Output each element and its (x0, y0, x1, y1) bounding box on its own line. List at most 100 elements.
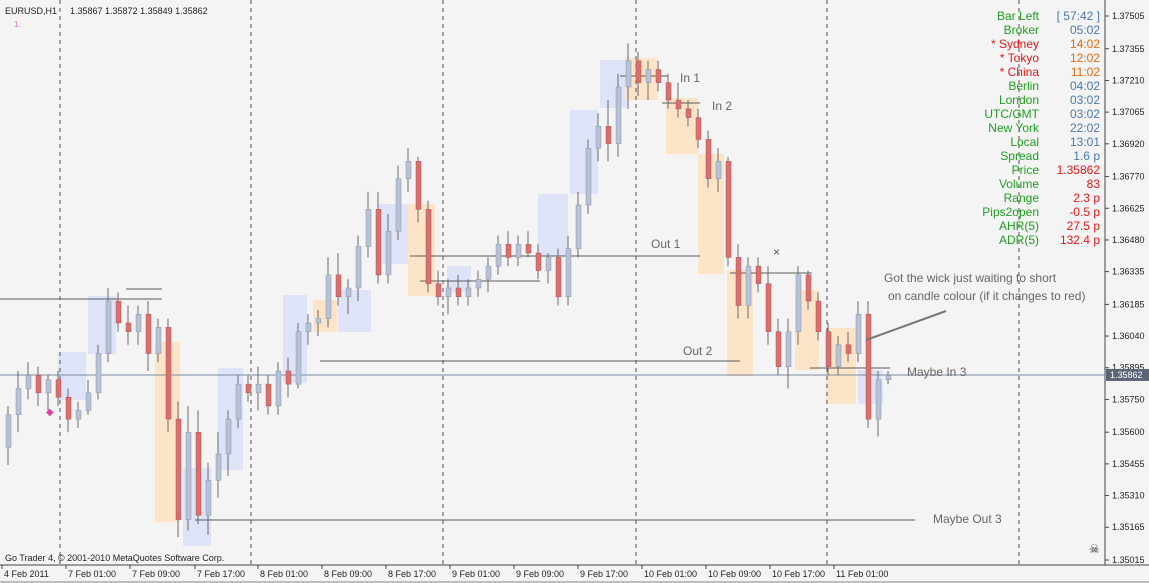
diamond-marker-icon: ◆ (46, 407, 54, 418)
candle-body (765, 283, 772, 332)
candle-body (95, 353, 102, 394)
candle-body (255, 383, 262, 394)
info-row: * China 11:02 (1000, 65, 1101, 79)
candle-body (155, 327, 162, 354)
time-tick-label: 7 Feb 17:00 (197, 569, 245, 579)
candle (115, 292, 122, 332)
current-price-tag (1106, 368, 1149, 381)
info-value: 03:02 (1070, 107, 1100, 121)
candle-body (215, 453, 222, 481)
candle (285, 357, 292, 398)
info-label: Local (1010, 135, 1039, 149)
info-row: Berlin 04:02 (1008, 79, 1100, 93)
comment-line-2: on candle colour (if it changes to red) (888, 289, 1085, 303)
candle (425, 200, 432, 293)
time-axis: 4 Feb 2011 7 Feb 01:00 7 Feb 09:00 7 Feb 17… (1, 565, 888, 579)
candle (105, 288, 112, 363)
candle (795, 266, 802, 345)
info-row: * Tokyo 12:02 (1000, 51, 1100, 65)
info-value: [ 57:42 ] (1057, 9, 1100, 23)
price-tick-label: 1.37210 (1112, 75, 1145, 85)
candle (705, 130, 712, 188)
price-tick-label: 1.35895 (1112, 363, 1145, 373)
candle-body (85, 392, 92, 411)
candle-body (465, 287, 472, 297)
candle (885, 371, 892, 385)
candle-body (615, 86, 622, 145)
info-value: 27.5 p (1067, 219, 1101, 233)
candle (445, 279, 452, 315)
candle-body (355, 246, 362, 289)
info-value: 05:02 (1070, 23, 1100, 37)
info-panel: Bar Left [ 57:42 ] Broker 05:02 * Sydney 14:0… (982, 9, 1100, 247)
info-row: ADR(5) 132.4 p (999, 233, 1100, 247)
session-box (313, 300, 337, 332)
info-value: 04:02 (1070, 79, 1100, 93)
candle-body (815, 300, 822, 332)
info-value: 2.3 p (1073, 191, 1100, 205)
session-box (570, 110, 598, 194)
candle-body (105, 300, 112, 354)
info-value: 12:02 (1070, 51, 1100, 65)
indicator-tag: 1. (14, 20, 21, 29)
info-value: 11:02 (1071, 65, 1100, 79)
time-tick-label: 11 Feb 01:00 (836, 569, 888, 579)
price-tick-label: 1.36920 (1112, 139, 1145, 149)
price-tick-label: 1.35455 (1112, 459, 1145, 469)
candle-body (55, 379, 62, 398)
candle (55, 371, 62, 406)
candle (205, 462, 212, 535)
info-label: Spread (1000, 149, 1039, 163)
candle-body (635, 60, 642, 83)
candle (715, 148, 722, 192)
candle (405, 148, 412, 192)
session-box (338, 290, 371, 332)
info-row: * Sydney 14:02 (991, 37, 1100, 51)
info-label: Bar Left (997, 9, 1040, 23)
price-axis: 1.37505 1.37355 1.37210 1.37065 1.36920 1.367… (1105, 11, 1149, 565)
candle-body (225, 418, 232, 455)
candles (5, 43, 892, 538)
label-maybe-in-3: Maybe In 3 (907, 365, 967, 379)
candle (275, 362, 282, 415)
candle (595, 113, 602, 162)
candle (785, 318, 792, 389)
candle-body (695, 117, 702, 140)
cross-marker-icon: × (773, 245, 780, 259)
candle-body (395, 178, 402, 232)
candle (225, 410, 232, 476)
candle-body (175, 418, 182, 520)
candle-body (35, 375, 42, 394)
info-label: Pips2open (982, 205, 1039, 219)
time-tick-label: 10 Feb 17:00 (772, 569, 825, 579)
candle-body (875, 379, 882, 420)
candle (45, 375, 52, 411)
price-tick-label: 1.36770 (1112, 172, 1145, 182)
candle (195, 410, 202, 524)
candle (565, 235, 572, 306)
candle (835, 336, 842, 376)
candle (775, 318, 782, 376)
candle (585, 139, 592, 214)
candle-body (285, 370, 292, 385)
candle-body (425, 209, 432, 284)
candle-body (5, 414, 12, 448)
info-label: ADR(5) (999, 233, 1039, 247)
candle-body (325, 274, 332, 319)
candle (865, 301, 872, 428)
candle (495, 235, 502, 275)
time-tick-label: 7 Feb 09:00 (132, 569, 180, 579)
candle-body (365, 209, 372, 247)
candle-body (755, 265, 762, 284)
candle (735, 244, 742, 319)
info-label: Price (1012, 163, 1040, 177)
candle-body (675, 99, 682, 110)
info-row: Price 1.35862 (1012, 163, 1101, 177)
candle-body (245, 383, 252, 394)
candle (675, 82, 682, 118)
candle (725, 156, 732, 267)
info-value: 03:02 (1070, 93, 1100, 107)
session-box (88, 296, 116, 354)
